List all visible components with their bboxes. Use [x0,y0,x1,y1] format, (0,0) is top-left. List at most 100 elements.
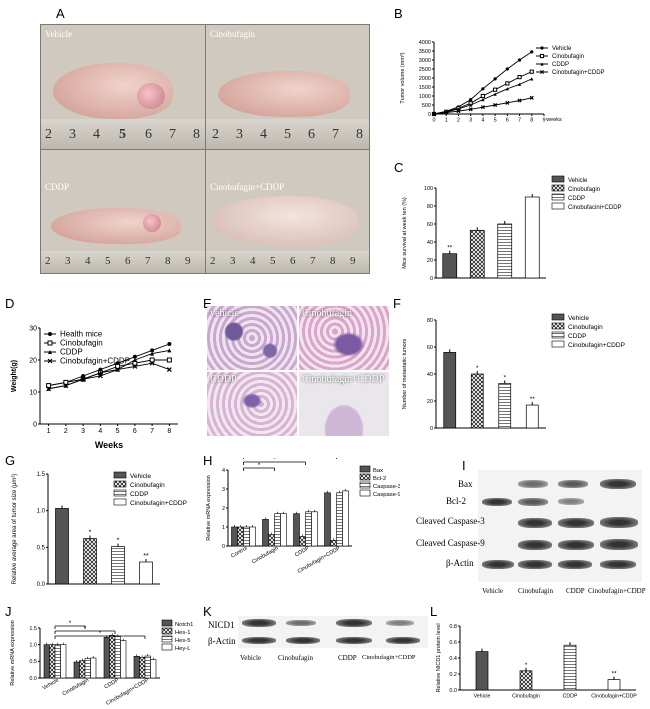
legend-label: Cinobufagin+CDDP [568,342,625,349]
y-tick-label: 100 [424,186,433,192]
data-point [150,351,155,356]
band [518,518,552,528]
lane-label: Cinobufagin+CDDP [362,654,416,661]
legend-swatch [161,643,173,651]
chart-j-mrna: 0.0 0.5 1.0 1.5 Relative mRNA expression Vehi… [10,619,193,707]
x-tick-label: 1 [47,428,51,435]
bar [133,656,140,679]
data-point [167,348,172,353]
data-point [481,87,485,91]
panel-i-western-blot: Bax Bcl-2 Cleaved Caspase-3 Cleaved Casp… [416,470,646,604]
y-axis-label: Relative average area of tumor size (μm²… [12,474,18,585]
legend-label: Health mice [60,330,103,339]
legend-swatch [551,184,565,192]
significance-mark: * [258,462,261,469]
y-axis-label: Mice survival at week ten (%) [402,197,408,269]
bar [49,644,56,679]
y-tick-label: 1.5 [29,626,37,632]
bar [336,492,343,547]
data-point [115,367,121,373]
lane-label: Cinobufagin [278,654,313,662]
legend-label: Cinobufagin+CDDP [60,357,130,366]
data-point [517,75,522,80]
chart-l-nicd1: 0.0 0.2 0.4 0.6 0.8 Relative NICD1 protein le… [436,623,637,700]
bar [311,511,318,547]
bar [498,383,512,429]
photo-caption: CDDP [45,182,70,192]
legend-swatch [359,489,371,497]
y-tick-label: 0 [430,276,433,282]
data-point [150,348,155,353]
bar [305,511,312,547]
legend-swatch [113,498,127,506]
legend-swatch [161,627,173,635]
y-tick-label: 1500 [419,85,431,91]
y-tick-label: 20 [29,357,37,364]
legend-label: Hey-L [175,646,191,652]
data-point [149,357,155,363]
x-axis-label: Weeks [95,440,123,450]
y-tick-label: 0 [222,544,225,550]
y-tick-label: 1.0 [37,509,46,515]
legend-marker [540,46,544,50]
data-point [63,383,69,389]
bar [139,561,153,585]
y-tick-label: 0 [33,421,37,428]
photo-caption: Cinobufagin+CDDP [210,182,285,192]
bar [120,640,127,679]
legend-label: Caspase-9 [373,492,400,498]
y-tick-label: 10 [29,389,37,396]
band [600,479,636,489]
x-tick-label: 4 [481,118,484,124]
x-tick-label: CDDP [294,545,311,558]
bar [497,223,513,279]
bar [109,635,116,679]
significance-mark: * [69,620,72,627]
x-tick-label: 2 [457,118,460,124]
data-point [80,376,86,382]
y-tick-label: 1 [222,525,225,531]
x-tick-label: Vehicle [474,694,491,700]
tumor-image [143,214,161,232]
legend-marker [540,70,544,74]
significance-mark: ** [143,553,149,560]
histo-vehicle: vehicle [207,306,297,370]
data-point [98,370,103,375]
tumor-image [137,83,165,109]
y-tick-label: 1000 [419,94,431,100]
legend-label: Bcl-2 [373,476,386,482]
panel-a-photos: 2 3 4 5 6 7 8 Vehicle 2 3 4 5 6 7 8 Cino… [40,24,370,274]
legend-label: CDDP [130,491,148,498]
bar [55,508,69,585]
x-tick-label: 8 [167,428,171,435]
panel-label-j: J [5,604,12,619]
blot-label-beta-actin: β-Actin [208,636,236,646]
y-tick-label: 2500 [419,67,431,73]
data-point [480,105,485,110]
band [386,637,420,644]
bar [83,538,97,585]
y-tick-label: 0.2 [449,672,457,678]
data-point [493,102,498,108]
significance-mark: ** [611,671,617,678]
data-point [505,100,510,105]
significance-mark: * [117,538,120,545]
data-point [493,87,498,92]
legend-label: CDDP [568,196,585,202]
legend-label: Hes-1 [175,630,190,636]
series-line [433,51,533,115]
legend-swatch [551,331,565,339]
panel-label-i: I [462,458,466,473]
ruler: 2 3 4 5 6 7 8 9 [41,251,205,273]
x-tick-label: CDDP [563,694,578,700]
bar [114,636,121,679]
panel-label-k: K [203,604,212,619]
y-axis-label: Relative mRNA expression [206,475,212,540]
data-point [530,50,534,54]
data-point [456,109,461,114]
legend-swatch [551,340,565,348]
panel-k-western-blot: NICD1 β-Actin Vehicle Cinobufagin CDDP C… [206,614,434,709]
photo-cinobufagin: 2 3 4 5 6 7 8 Cinobufagin [206,25,369,149]
data-point [493,77,497,81]
y-tick-label: 30 [29,325,37,332]
